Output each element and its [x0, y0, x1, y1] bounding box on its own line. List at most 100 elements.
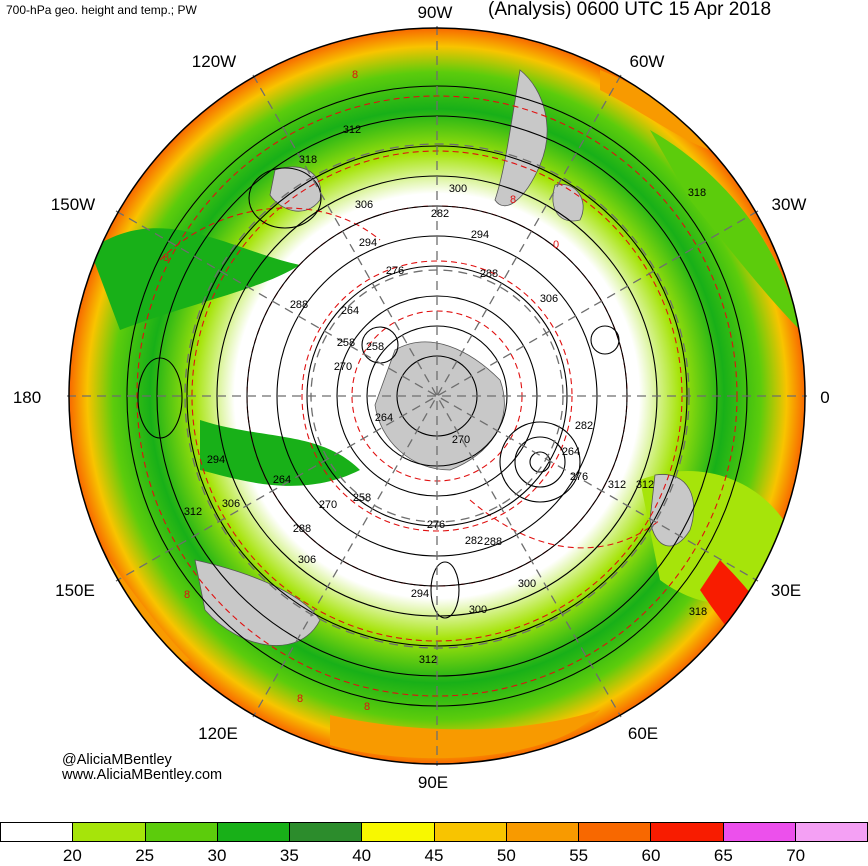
lon-label-0: 0	[820, 388, 829, 407]
height-contour-label: 294	[411, 588, 429, 600]
height-contour-label: 282	[431, 208, 449, 220]
temperature-contour-label: 8	[352, 69, 358, 81]
height-contour-label: 300	[469, 604, 487, 616]
moisture-band	[330, 710, 600, 759]
colorbar-tick-label: 65	[713, 846, 733, 865]
height-contour-label: 258	[353, 492, 371, 504]
moisture-band	[600, 70, 710, 150]
height-contour-label: 312	[419, 654, 437, 666]
temperature-contour-label: 8	[184, 589, 190, 601]
temperature-contour-label: 8	[297, 693, 303, 705]
longitude-labels: 90W 60W 30W 0 30E 60E 90E 120E 150E 180 …	[13, 3, 830, 792]
lon-label-120e: 120E	[198, 724, 238, 743]
height-contour-label: 312	[636, 479, 654, 491]
colorbar-swatch	[289, 822, 363, 842]
colorbar-tick-label: 35	[279, 846, 299, 865]
height-contour-label: 276	[386, 265, 404, 277]
height-contour-label: 282	[465, 535, 483, 547]
map-subtitle: 700-hPa geo. height and temp.; PW	[6, 3, 197, 17]
height-contour-label: 270	[319, 499, 337, 511]
colorbar-tick-label: 30	[207, 846, 227, 865]
height-contour-label: 276	[427, 519, 445, 531]
height-contour-label: 300	[449, 183, 467, 195]
colorbar-swatch	[72, 822, 146, 842]
colorbar-swatch	[216, 822, 290, 842]
height-contour-label: 270	[334, 361, 352, 373]
map-title: (Analysis) 0600 UTC 15 Apr 2018	[488, 0, 772, 20]
colorbar-swatch	[578, 822, 652, 842]
hudson-region	[269, 166, 322, 212]
colorbar-tick-label: 60	[641, 846, 661, 865]
height-contour-label: 318	[689, 606, 707, 618]
lon-label-30e: 30E	[771, 581, 801, 600]
temperature-contour-label: 0	[553, 239, 559, 251]
height-contour-label: 288	[290, 299, 308, 311]
temperature-contour-label: 8	[510, 194, 516, 206]
map-field	[69, 28, 805, 764]
height-contour-label: 306	[540, 293, 558, 305]
lon-label-90w: 90W	[418, 3, 453, 22]
colorbar-tick-label: 20	[62, 846, 82, 865]
temperature-contour-label: 8	[364, 701, 370, 713]
colorbar-swatch	[361, 822, 435, 842]
colorbar-swatch	[0, 822, 74, 842]
greenland	[494, 69, 548, 207]
height-contour-label: 288	[293, 523, 311, 535]
height-contour-labels: 3123183063002942822882762642582703123062…	[184, 124, 707, 666]
height-contour-label: 312	[343, 124, 361, 136]
graticule	[67, 26, 807, 766]
credit-handle: @AliciaMBentley	[62, 752, 172, 768]
colorbar-swatch	[650, 822, 724, 842]
colorbar-tick-label: 50	[496, 846, 516, 865]
lon-label-90e: 90E	[418, 773, 448, 792]
map-boundary	[68, 27, 806, 765]
colorbar-tick-label: 25	[135, 846, 155, 865]
colorbar-tick-label: 40	[352, 846, 372, 865]
colorbar-tick-label: 45	[424, 846, 444, 865]
height-contour-label: 282	[575, 420, 593, 432]
colorbar-swatch	[433, 822, 507, 842]
credit-website: www.AliciaMBentley.com	[62, 767, 223, 783]
temperature-contour-label: 8	[163, 252, 169, 264]
colorbar-swatch	[144, 822, 218, 842]
pw-colorbar	[0, 822, 868, 844]
lon-label-60e: 60E	[628, 724, 658, 743]
height-contour-label: 318	[688, 187, 706, 199]
height-contour-label: 294	[471, 229, 489, 241]
colorbar-swatch	[794, 822, 868, 842]
height-contour-label: 288	[484, 536, 502, 548]
height-contour-label: 306	[355, 199, 373, 211]
height-contour-label: 264	[273, 474, 291, 486]
height-contour-label: 306	[298, 554, 316, 566]
height-contour-label: 264	[375, 412, 393, 424]
colorbar-swatch	[722, 822, 796, 842]
lon-label-120w: 120W	[192, 52, 236, 71]
height-contour-label: 300	[518, 578, 536, 590]
height-contour-label: 264	[341, 305, 359, 317]
height-contour-label: 306	[222, 498, 240, 510]
colorbar-swatch	[505, 822, 579, 842]
moisture-band	[90, 228, 300, 330]
height-contour-label: 276	[570, 471, 588, 483]
height-contour-label: 312	[184, 506, 202, 518]
height-contour-label: 264	[562, 446, 580, 458]
height-contour-label: 294	[207, 454, 225, 466]
height-contour-label: 318	[299, 154, 317, 166]
height-contour-label: 258	[337, 337, 355, 349]
colorbar-tick-label: 55	[569, 846, 589, 865]
arabia	[649, 474, 694, 547]
lon-label-180: 180	[13, 388, 41, 407]
height-contour-label: 294	[359, 237, 377, 249]
lon-label-30w: 30W	[772, 195, 807, 214]
height-contour-label: 270	[452, 434, 470, 446]
lon-label-60w: 60W	[630, 52, 665, 71]
temperature-contour-labels: 8 8 8 8 0 8 8	[163, 69, 559, 713]
lon-label-150w: 150W	[51, 195, 95, 214]
height-contour-label: 258	[366, 341, 384, 353]
lon-label-150e: 150E	[55, 581, 95, 600]
height-contour-label: 288	[480, 268, 498, 280]
moisture-band	[200, 420, 360, 486]
height-contour-label: 312	[608, 479, 626, 491]
colorbar-tick-label: 70	[786, 846, 806, 865]
